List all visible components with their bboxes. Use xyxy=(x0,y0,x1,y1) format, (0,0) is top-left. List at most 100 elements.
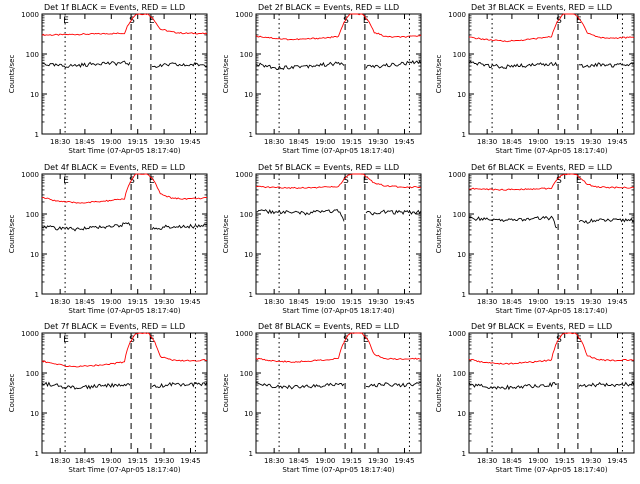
time-marker-label: E xyxy=(63,335,69,345)
plot-frame xyxy=(468,13,635,135)
y-axis-label: Counts/sec xyxy=(8,215,16,254)
events-series-line xyxy=(365,60,422,69)
y-tick-label: 10 xyxy=(30,91,39,99)
time-marker-label: E xyxy=(576,335,582,345)
events-series-line xyxy=(151,223,208,230)
x-tick-label: 18:45 xyxy=(289,298,309,306)
x-tick-label: 18:45 xyxy=(502,138,522,146)
panel-title: Det 9f BLACK = Events, RED = LLD xyxy=(471,322,612,331)
y-tick-label: 100 xyxy=(26,211,39,219)
time-marker-label: E xyxy=(63,176,69,186)
y-tick-label: 100 xyxy=(453,211,466,219)
x-tick-label: 18:30 xyxy=(477,138,497,146)
x-tick-label: 19:45 xyxy=(394,298,414,306)
events-series-line xyxy=(152,62,207,69)
x-tick-label: 19:45 xyxy=(180,457,200,465)
x-tick-label: 19:30 xyxy=(581,138,601,146)
plot-frame xyxy=(255,13,422,135)
time-marker-label: E xyxy=(363,335,369,345)
x-tick-label: 19:30 xyxy=(368,138,388,146)
x-tick-label: 19:00 xyxy=(101,298,121,306)
x-tick-label: 18:45 xyxy=(75,138,95,146)
x-axis-label: Start Time (07-Apr-05 18:17:40) xyxy=(282,147,394,155)
lld-series-line xyxy=(41,173,208,204)
y-axis-label: Counts/sec xyxy=(222,55,230,94)
y-tick-label: 1000 xyxy=(448,330,466,338)
y-tick-label: 10 xyxy=(244,251,253,259)
panel-title: Det 5f BLACK = Events, RED = LLD xyxy=(258,163,399,172)
x-tick-label: 19:15 xyxy=(128,457,148,465)
plot-frame xyxy=(255,173,422,295)
x-tick-label: 19:30 xyxy=(581,457,601,465)
x-axis-label: Start Time (07-Apr-05 18:17:40) xyxy=(495,466,607,474)
time-marker-label: E xyxy=(63,16,69,26)
x-axis-label: Start Time (07-Apr-05 18:17:40) xyxy=(282,307,394,315)
x-axis-label: Start Time (07-Apr-05 18:17:40) xyxy=(68,307,180,315)
panel-title: Det 3f BLACK = Events, RED = LLD xyxy=(471,3,612,12)
detector-panel: Det 2f BLACK = Events, RED = LLD 1 10 100 10… xyxy=(222,3,422,155)
y-tick-label: 1000 xyxy=(235,330,253,338)
plot-frame xyxy=(41,332,208,454)
x-tick-label: 19:00 xyxy=(528,298,548,306)
lld-series-line xyxy=(468,173,635,191)
events-series-line xyxy=(255,382,345,390)
lld-series-line xyxy=(41,332,208,368)
x-tick-label: 18:30 xyxy=(50,298,70,306)
x-tick-label: 19:15 xyxy=(342,457,362,465)
plot-frame xyxy=(468,173,635,295)
y-tick-label: 1 xyxy=(462,450,466,458)
plot-frame xyxy=(41,173,208,295)
x-axis-label: Start Time (07-Apr-05 18:17:40) xyxy=(495,147,607,155)
y-axis-label: Counts/sec xyxy=(8,374,16,413)
y-axis-label: Counts/sec xyxy=(435,374,443,413)
time-marker-label: E xyxy=(149,335,155,345)
x-tick-label: 18:30 xyxy=(50,457,70,465)
x-tick-label: 18:45 xyxy=(502,457,522,465)
y-tick-label: 10 xyxy=(30,410,39,418)
events-series-line xyxy=(578,217,635,224)
lld-series-line xyxy=(255,13,422,41)
time-marker-label: S xyxy=(129,176,135,186)
events-series-line xyxy=(41,381,131,390)
y-tick-label: 100 xyxy=(240,370,253,378)
y-tick-label: 1 xyxy=(35,450,39,458)
panel-title: Det 6f BLACK = Events, RED = LLD xyxy=(471,163,612,172)
x-tick-label: 19:15 xyxy=(342,298,362,306)
events-series-line xyxy=(578,62,635,68)
events-series-line xyxy=(41,222,131,232)
y-tick-label: 1000 xyxy=(448,11,466,19)
time-marker-label: S xyxy=(556,335,562,345)
lld-series-line xyxy=(255,173,422,190)
events-series-line xyxy=(365,381,422,388)
x-tick-label: 18:30 xyxy=(264,457,284,465)
x-tick-label: 18:45 xyxy=(75,298,95,306)
y-tick-label: 10 xyxy=(30,251,39,259)
x-tick-label: 19:15 xyxy=(128,138,148,146)
y-axis-label: Counts/sec xyxy=(435,215,443,254)
detector-panel: Det 5f BLACK = Events, RED = LLD 1 10 100 10… xyxy=(222,163,422,315)
panel-title: Det 7f BLACK = Events, RED = LLD xyxy=(44,322,185,331)
panel-title: Det 1f BLACK = Events, RED = LLD xyxy=(44,3,185,12)
x-tick-label: 19:45 xyxy=(180,138,200,146)
events-series-line xyxy=(151,381,208,389)
x-tick-label: 19:15 xyxy=(555,457,575,465)
x-tick-label: 19:00 xyxy=(315,138,335,146)
y-tick-label: 1 xyxy=(249,450,253,458)
x-tick-label: 19:45 xyxy=(180,298,200,306)
y-tick-label: 100 xyxy=(26,370,39,378)
y-tick-label: 1 xyxy=(35,131,39,139)
y-tick-label: 100 xyxy=(240,211,253,219)
events-series-line xyxy=(578,381,635,388)
detector-panel: Det 3f BLACK = Events, RED = LLD 1 10 100 10… xyxy=(435,3,635,155)
x-tick-label: 18:45 xyxy=(289,457,309,465)
time-marker-label: E xyxy=(363,176,369,186)
y-tick-label: 1 xyxy=(249,291,253,299)
x-tick-label: 19:30 xyxy=(368,298,388,306)
detector-panel: Det 4f BLACK = Events, RED = LLD 1 10 100 10… xyxy=(8,163,208,315)
lld-series-line xyxy=(255,332,422,363)
y-tick-label: 1 xyxy=(249,131,253,139)
panel-title: Det 8f BLACK = Events, RED = LLD xyxy=(258,322,399,331)
x-tick-label: 19:00 xyxy=(315,298,335,306)
